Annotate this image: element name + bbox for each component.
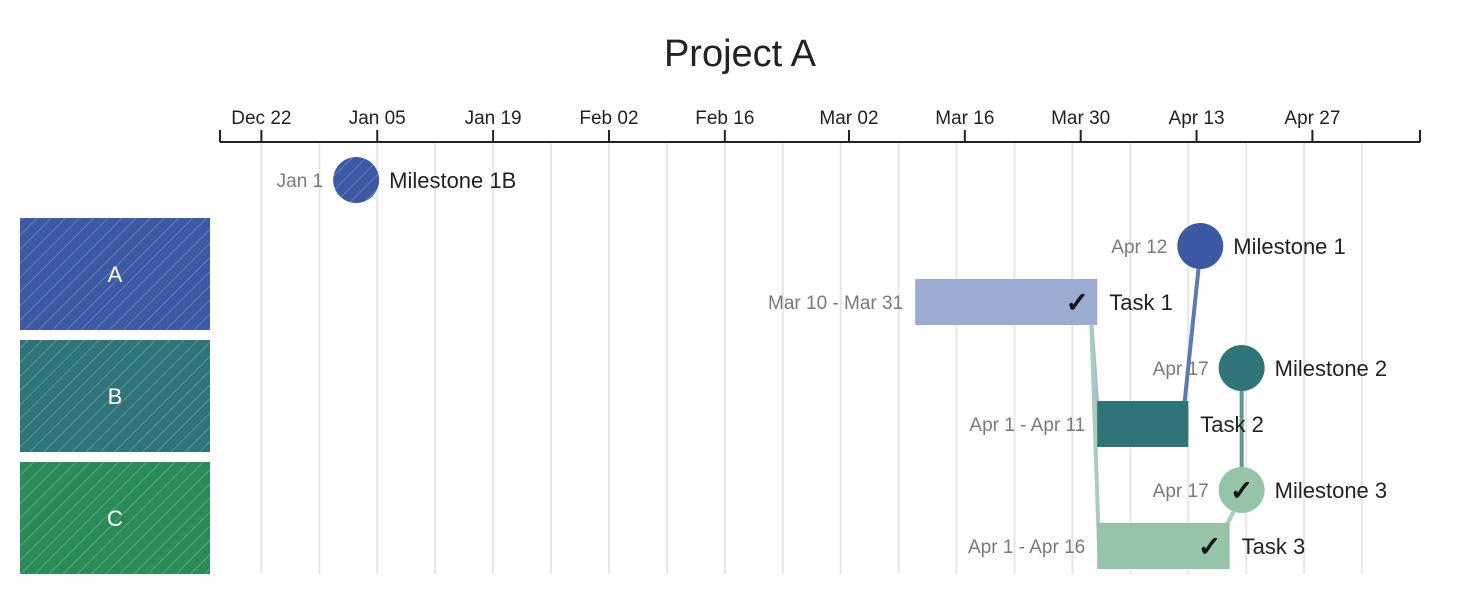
- milestone-marker: [1218, 467, 1265, 513]
- milestone-name: Milestone 3: [1275, 478, 1388, 503]
- milestone-marker: [1177, 223, 1224, 269]
- grid-lines: [260, 142, 1364, 574]
- task-date-label: Mar 10 - Mar 31: [768, 293, 903, 314]
- task-bar: [1097, 401, 1189, 447]
- x-tick-label: Apr 13: [1169, 108, 1225, 129]
- task-bar-hatch: [915, 279, 1098, 325]
- milestone-marker: [1218, 345, 1265, 391]
- group-box-hatch: [20, 218, 210, 330]
- task-name: Task 3: [1242, 534, 1306, 559]
- milestone-date-label: Jan 1: [277, 171, 323, 192]
- task-name: Task 1: [1109, 290, 1173, 315]
- milestone-name: Milestone 1: [1233, 234, 1346, 259]
- x-tick-label: Jan 05: [349, 108, 406, 129]
- x-tick-label: Mar 30: [1051, 108, 1110, 129]
- task-date-label: Apr 1 - Apr 11: [969, 415, 1085, 436]
- group-lanes: A B C: [20, 218, 210, 574]
- milestone-date-label: Apr 12: [1111, 237, 1167, 258]
- check-icon: ✓: [1198, 531, 1221, 562]
- schedule-items: Jan 1 Milestone 1B Apr 12 Milestone 1 ✓ Mar 1…: [277, 157, 1388, 569]
- milestone-date-label: Apr 17: [1153, 481, 1209, 502]
- x-tick-label: Jan 19: [465, 108, 522, 129]
- group-box-hatch: [20, 340, 210, 452]
- x-tick-label: Dec 22: [231, 108, 291, 129]
- task-name: Task 2: [1200, 412, 1264, 437]
- x-tick-label: Feb 16: [695, 108, 754, 129]
- task-bar-hatch: [1097, 523, 1230, 569]
- x-tick-label: Mar 02: [819, 108, 878, 129]
- x-tick-label: Mar 16: [935, 108, 994, 129]
- check-icon: ✓: [1230, 475, 1253, 506]
- milestone-name: Milestone 1B: [389, 168, 516, 193]
- milestone-name: Milestone 2: [1275, 356, 1388, 381]
- x-axis: Dec 22 Jan 05 Jan 19 Feb 02 Feb 16 Mar 02 Mar …: [219, 108, 1421, 143]
- x-tick-label: Apr 27: [1284, 108, 1340, 129]
- group-label: B: [108, 384, 123, 409]
- check-icon: ✓: [1066, 287, 1089, 318]
- dependency-link: [1089, 319, 1102, 556]
- task-date-label: Apr 1 - Apr 16: [968, 537, 1085, 558]
- milestone-date-label: Apr 17: [1153, 359, 1209, 380]
- group-box-hatch: [20, 462, 210, 574]
- milestone-marker-hatch: [333, 157, 380, 203]
- group-label: C: [107, 506, 123, 531]
- chart-title: Project A: [664, 33, 817, 75]
- dependency-link: [1182, 250, 1203, 407]
- x-tick-label: Feb 02: [579, 108, 638, 129]
- group-label: A: [108, 262, 123, 287]
